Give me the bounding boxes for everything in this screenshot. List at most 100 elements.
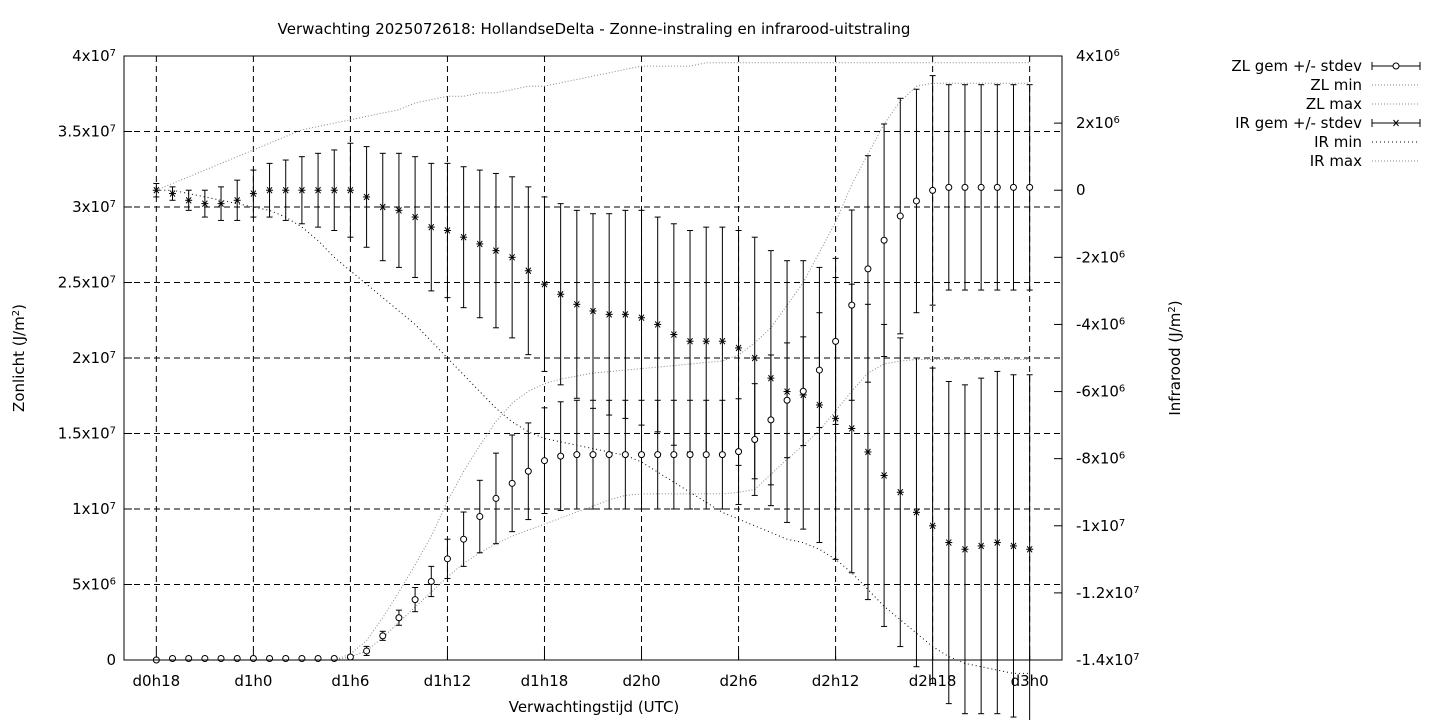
ir-mean-point [185,196,193,204]
ir-mean-point [411,213,419,221]
y-right-tick-label: 4x106 [1076,47,1120,65]
left-y-axis: 0 5x106 1x107 1.5x107 2x107 2.5x107 3x107 3.5x1… [58,47,132,669]
star-stroke [622,311,629,318]
star-stroke [897,488,904,496]
zl-mean-point [977,183,985,191]
zl-mean-point [524,467,532,475]
zl-mean-point [864,265,872,273]
star-stroke [476,240,483,248]
series-ir-max [156,62,1030,191]
ir-mean-point [492,247,500,254]
legend-label: IR max [1310,152,1362,170]
y-right-tick-label: -4x106 [1076,315,1125,333]
ir-mean-point [686,337,694,345]
star-stroke [234,196,241,204]
zl-mean-point [848,301,856,309]
ir-mean-point [508,254,516,261]
ir-mean-point [945,539,953,546]
star-stroke [590,307,596,315]
star-stroke [606,311,613,318]
zl-mean-point [638,451,646,459]
y-right-tick-label: -1.4x107 [1076,651,1140,669]
zl-mean-point [201,654,209,662]
star-stroke [444,227,451,234]
star-stroke [945,539,952,546]
ir-mean-point [621,311,629,318]
star-stroke [994,539,1001,546]
y-left-tick-label: 3.5x107 [58,123,116,141]
zl-mean-point [702,451,710,459]
zl-mean-point [961,183,969,191]
ir-mean-point [395,207,403,214]
chart-title: Verwachting 2025072618: HollandseDelta -… [278,20,911,38]
zl-mean-point [476,513,484,521]
legend-label: ZL gem +/- stdev [1231,57,1362,75]
ir-mean-point [670,331,678,338]
y-left-tick-label: 1x107 [72,500,116,518]
star-stroke [347,186,354,194]
ir-mean-point [169,190,177,197]
legend-circle-marker [1392,62,1400,70]
ir-mean-point [379,203,387,211]
right-y-axis: -1.4x107 -1.2x107 -1x107 -8x106 -6x106 -4x106… [1054,47,1140,669]
zl-mean-point [427,577,435,585]
x-tick-label: d2h0 [622,672,660,690]
star-stroke [881,472,887,479]
zl-mean-point [880,236,888,244]
star-stroke [363,193,370,201]
zl-mean-point [799,387,807,395]
star-stroke [962,545,968,553]
ir-mean-point [718,337,726,345]
y-right-tick-label: -2x106 [1076,248,1125,266]
ir-mean-point [282,186,290,194]
ir-mean-point [880,472,888,479]
star-stroke [250,190,257,197]
ir-mean-point [314,186,322,194]
star-stroke [201,200,208,207]
ir-mean-point [201,200,209,207]
ir-mean-point [896,488,904,496]
ir-mean-point [460,233,468,241]
zl-mean-point [492,494,500,502]
ir-mean-point [557,290,565,298]
zl-mean-point [217,654,225,662]
zl-mean-point [314,654,322,662]
y-right-tick-label: 0 [1076,181,1086,199]
zl-mean-point [767,416,775,424]
star-stroke [929,522,936,530]
ir-mean-point [993,539,1001,546]
ir-mean-point [912,509,920,516]
star-stroke [218,200,224,207]
ir-mean-point [654,321,662,328]
x-axis: d0h18 d1h0 d1h6 d1h12 d1h18 d2h0 d2h6 d2h12 d2h1… [133,652,1049,690]
y-right-tick-label: -1.2x107 [1076,584,1140,602]
zl-mean-point [751,436,759,444]
zl-mean-point [460,535,468,543]
legend-label: IR gem +/- stdev [1235,114,1362,132]
star-stroke [865,448,871,456]
star-stroke [379,203,386,211]
star-stroke [913,509,920,516]
y-left-tick-label: 3x107 [72,198,116,216]
x-tick-label: d1h0 [234,672,272,690]
y-right-tick-label: -1x107 [1076,517,1125,535]
zl-mean-point [540,457,548,465]
ir-mean-point [638,314,646,322]
star-stroke [1026,545,1033,553]
y-left-tick-label: 0 [106,651,116,669]
star-stroke [509,254,516,261]
zl-mean-point [1009,183,1017,191]
star-stroke [638,314,645,322]
star-stroke [541,280,548,288]
star-stroke [573,300,580,308]
ir-mean-point [298,186,306,194]
ir-mean-point [1026,545,1034,553]
zl-mean-point [783,396,791,404]
ir-mean-point [152,186,160,194]
zl-mean-point [735,448,743,456]
star-stroke [396,207,402,214]
ir-mean-point [929,522,937,530]
ir-mean-point [864,448,872,456]
zl-mean-point [395,614,403,622]
star-stroke [493,247,499,254]
